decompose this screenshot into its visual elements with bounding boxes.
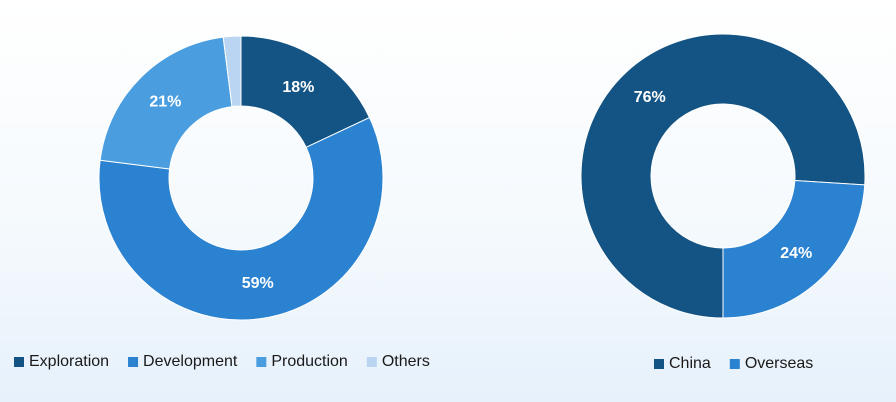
legend-label: China: [669, 355, 711, 372]
data-label: 18%: [282, 79, 314, 96]
donut-slice: [240, 35, 371, 149]
legend-swatch: [654, 359, 664, 369]
donut-slice: [580, 33, 866, 319]
legend-label: Development: [143, 353, 238, 370]
data-label: 59%: [242, 275, 274, 292]
legend-label: Others: [382, 353, 430, 370]
data-label: 24%: [780, 245, 812, 262]
legend-swatch: [366, 357, 377, 367]
legend-label: Exploration: [29, 353, 109, 370]
legend-swatch: [128, 357, 139, 367]
donut-slice: [722, 179, 866, 319]
donut-slice: [222, 35, 242, 108]
legend-swatch: [256, 357, 267, 367]
legend-label: Overseas: [745, 355, 813, 372]
legend-label: Production: [271, 353, 348, 370]
data-label: 76%: [634, 89, 666, 106]
legend-swatch: [14, 357, 24, 367]
legend-swatch: [729, 359, 740, 369]
data-label: 21%: [149, 94, 181, 111]
donut-slice: [98, 116, 384, 321]
donut-slice: [99, 36, 233, 170]
